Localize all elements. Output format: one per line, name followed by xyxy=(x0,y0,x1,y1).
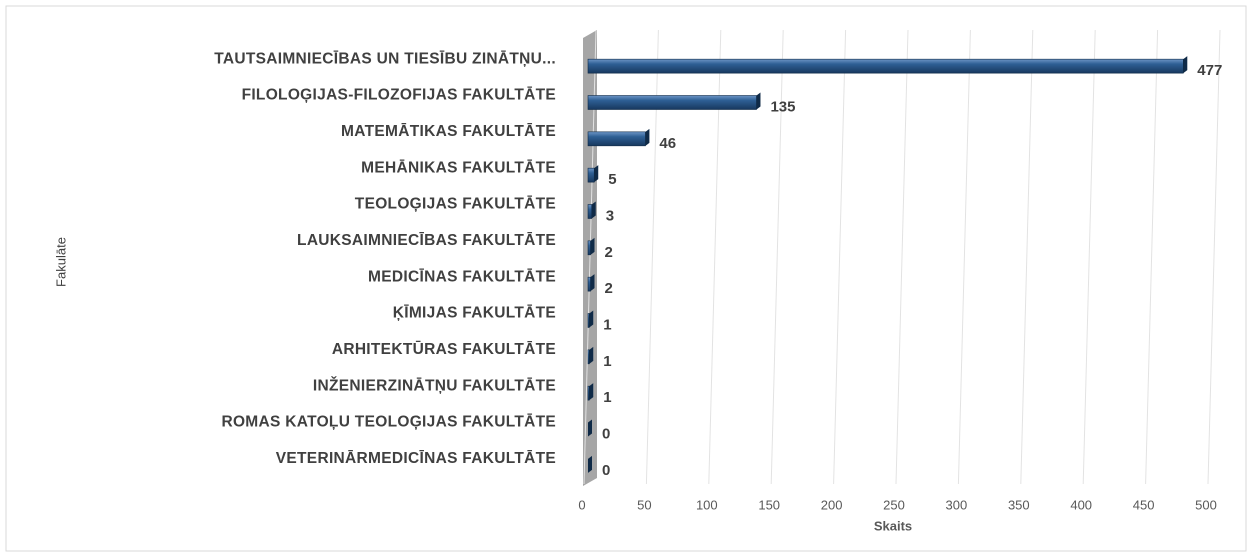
bar xyxy=(587,349,590,365)
grid-line xyxy=(1082,29,1096,485)
data-label: 3 xyxy=(606,207,614,224)
bar xyxy=(587,313,590,328)
grid-line xyxy=(1020,29,1034,485)
x-tick-label: 150 xyxy=(758,497,780,512)
x-tick-label: 300 xyxy=(946,497,968,512)
grid-line xyxy=(895,29,909,485)
y-tick-label: LAUKSAIMNIECĪBAS FAKULTĀTE xyxy=(297,232,556,249)
bar xyxy=(587,204,593,219)
y-tick-label: ARHITEKTŪRAS FAKULTĀTE xyxy=(332,341,556,358)
data-label: 1 xyxy=(603,353,611,370)
bar-side xyxy=(594,165,599,183)
data-label: 1 xyxy=(603,316,611,333)
x-tick-label: 500 xyxy=(1195,497,1217,512)
y-tick-label: FILOLOĢIJAS-FILOZOFIJAS FAKULTĀTE xyxy=(242,87,556,104)
y-axis-label: Fakulāte xyxy=(53,237,68,287)
bar-side xyxy=(589,310,594,328)
grid-line xyxy=(833,29,847,485)
chart-frame xyxy=(5,5,1247,552)
data-label: 0 xyxy=(602,462,610,479)
bar-side xyxy=(589,346,594,364)
bar xyxy=(587,131,646,147)
bar xyxy=(587,167,595,183)
y-tick-label: MEDICĪNAS FAKULTĀTE xyxy=(368,268,556,285)
x-tick-label: 250 xyxy=(883,497,905,512)
bar xyxy=(587,95,757,110)
data-label: 2 xyxy=(604,280,612,297)
bar-side xyxy=(590,274,595,292)
bar xyxy=(587,276,591,292)
y-tick-label: TEOLOĢIJAS FAKULTĀTE xyxy=(355,196,556,213)
bar xyxy=(587,240,591,256)
data-label: 46 xyxy=(659,135,676,152)
y-tick-label: MATEMĀTIKAS FAKULTĀTE xyxy=(341,123,556,140)
x-tick-label: 400 xyxy=(1070,497,1092,512)
bar-side xyxy=(645,128,650,146)
x-tick-label: 450 xyxy=(1133,497,1155,512)
bar-side xyxy=(756,92,761,110)
bar-side xyxy=(588,419,592,437)
y-tick-label: VETERINĀRMEDICĪNAS FAKULTĀTE xyxy=(276,450,556,467)
bar-side xyxy=(590,237,595,255)
grid-line xyxy=(1207,29,1221,485)
x-tick-label: 50 xyxy=(637,497,651,512)
data-label: 477 xyxy=(1197,62,1222,79)
grid-line xyxy=(957,29,971,485)
x-tick-label: 350 xyxy=(1008,497,1030,512)
grid-line xyxy=(1145,29,1159,485)
x-tick-label: 200 xyxy=(821,497,843,512)
bar-side xyxy=(1183,56,1188,74)
x-tick-label: 0 xyxy=(578,497,585,512)
grid-line xyxy=(770,29,784,485)
data-label: 0 xyxy=(602,425,610,442)
y-tick-label: MEHĀNIKAS FAKULTĀTE xyxy=(361,159,556,176)
y-tick-label: ĶĪMIJAS FAKULTĀTE xyxy=(393,305,556,322)
y-tick-label: ROMAS KATOĻU TEOLOĢIJAS FAKULTĀTE xyxy=(221,414,556,431)
bar-side xyxy=(589,383,594,401)
y-tick-label: INŽENIERZINĀTŅU FAKULTĀTE xyxy=(313,376,556,394)
bar xyxy=(587,58,1184,74)
data-label: 135 xyxy=(770,98,795,115)
bar xyxy=(587,385,590,401)
x-tick-label: 100 xyxy=(696,497,718,512)
bar-side xyxy=(591,201,596,219)
y-tick-label: TAUTSAIMNIECĪBAS UN TIESĪBU ZINĀTŅU... xyxy=(214,50,556,67)
data-label: 5 xyxy=(608,171,616,188)
x-axis-label: Skaits xyxy=(874,518,912,533)
data-label: 2 xyxy=(604,244,612,261)
bar-side xyxy=(588,455,592,473)
data-label: 1 xyxy=(603,389,611,406)
